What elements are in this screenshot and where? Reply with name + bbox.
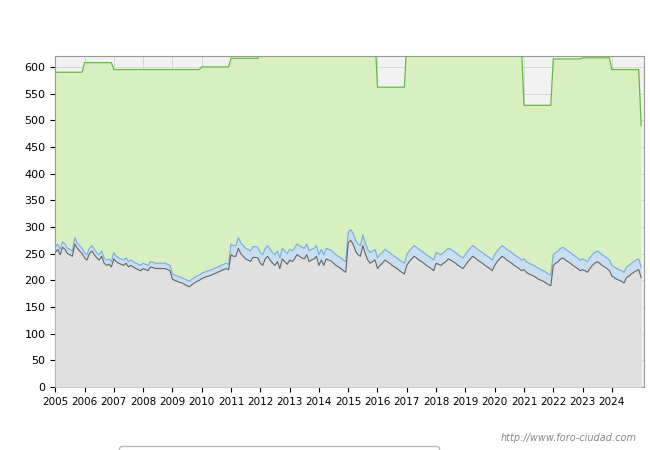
Text: http://www.foro-ciudad.com: http://www.foro-ciudad.com — [501, 433, 637, 443]
Legend: Ocupados, Parados, Hab. entre 16-64: Ocupados, Parados, Hab. entre 16-64 — [118, 446, 439, 450]
Text: Menàrguens - Evolucion de la poblacion en edad de Trabajar Mayo de 2024: Menàrguens - Evolucion de la poblacion e… — [74, 17, 576, 30]
